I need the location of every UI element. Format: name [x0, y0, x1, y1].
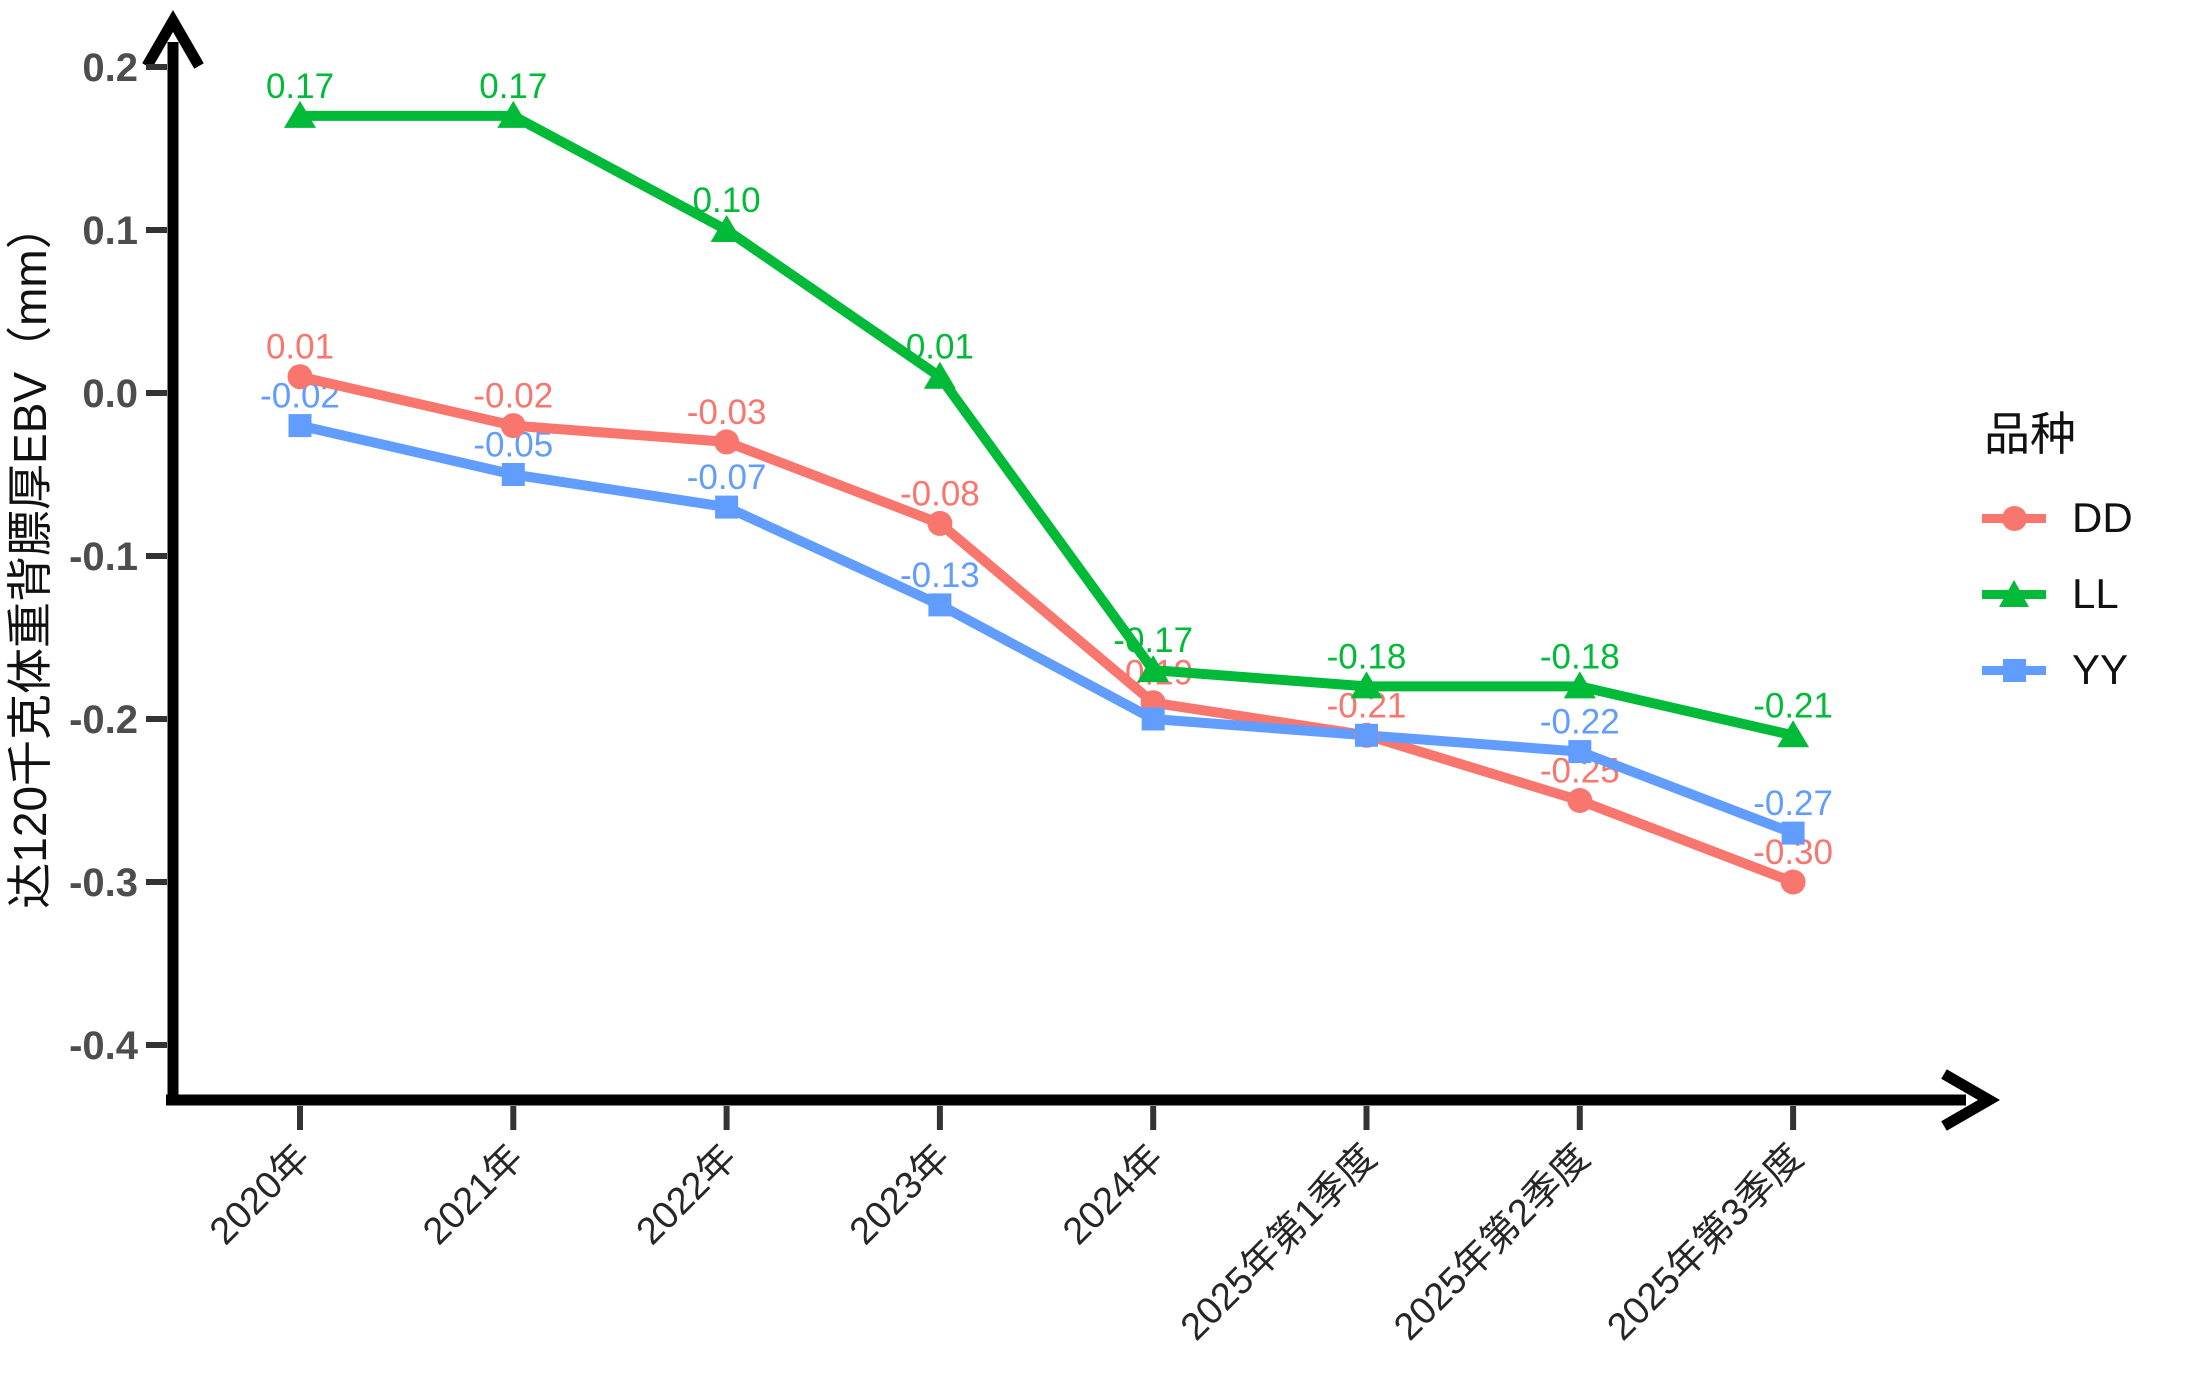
point-DD-1: [500, 413, 526, 439]
point-LL-4: [1137, 655, 1170, 683]
legend-item-ll: LL: [1982, 570, 2133, 618]
legend: 品种 DD LL YY: [1982, 398, 2133, 722]
x-tick-label: 2021年: [415, 1137, 531, 1253]
point-label-LL-1: 0.17: [479, 67, 547, 106]
point-DD-3: [927, 510, 953, 536]
point-label-DD-1: -0.02: [473, 377, 553, 416]
point-label-YY-7: -0.27: [1753, 784, 1833, 823]
x-tick-label: 2024年: [1055, 1137, 1171, 1253]
point-YY-5: [1355, 723, 1378, 747]
point-LL-0: [284, 100, 316, 128]
x-tick-label: 2025年第2季度: [1386, 1137, 1598, 1349]
square-marker-icon: [2003, 659, 2026, 682]
y-tick-label: 0.0: [82, 372, 138, 416]
legend-key-yy: [1982, 653, 2046, 687]
legend-item-label: LL: [2072, 570, 2119, 617]
point-YY-0: [288, 414, 312, 438]
point-LL-5: [1350, 671, 1383, 699]
legend-item-label: YY: [2072, 646, 2129, 693]
point-label-LL-0: 0.17: [266, 67, 334, 106]
legend-title: 品种: [1984, 408, 2076, 460]
x-tick-label: 2025年第1季度: [1173, 1137, 1385, 1349]
point-YY-4: [1141, 707, 1165, 731]
x-tick-label: 2022年: [629, 1137, 745, 1253]
y-tick-label: -0.2: [69, 698, 138, 742]
legend-item-yy: YY: [1982, 646, 2133, 694]
y-tick-label: -0.1: [69, 535, 138, 579]
legend-item-label: DD: [2072, 494, 2133, 541]
y-tick-label: 0.2: [82, 46, 138, 90]
circle-marker-icon: [2002, 506, 2027, 531]
point-label-DD-2: -0.03: [687, 393, 767, 432]
y-tick-label: 0.1: [82, 209, 138, 253]
y-axis-arrow-icon: [142, 10, 204, 69]
axes: 0.2 0.1 0.0 -0.1 -0.2 -0.3 -0.4 2020年 2021年 2022年…: [4, 10, 2000, 1349]
series-markers: [284, 100, 1810, 895]
y-tick-label: -0.3: [69, 861, 138, 905]
legend-key-ll: [1982, 577, 2046, 611]
y-axis-title: 达120千克体重背膘厚EBV（mm）: [4, 203, 56, 908]
point-label-LL-6: -0.18: [1540, 637, 1620, 676]
point-LL-2: [710, 215, 743, 242]
series-lines: [295, 110, 1799, 887]
point-YY-1: [501, 463, 525, 486]
point-LL-3: [923, 361, 956, 389]
point-DD-7: [1780, 869, 1806, 895]
x-tick-label: 2025年第3季度: [1600, 1137, 1812, 1349]
point-DD-6: [1567, 788, 1593, 813]
series-line-DD: [295, 371, 1799, 887]
point-label-YY-6: -0.22: [1540, 703, 1620, 742]
x-tick-label: 2023年: [842, 1137, 958, 1253]
series-line-YY: [295, 420, 1799, 839]
point-YY-2: [715, 495, 739, 519]
legend-item-dd: DD: [1982, 494, 2133, 542]
point-LL-7: [1777, 720, 1810, 748]
x-axis-arrow-icon: [1941, 1069, 2000, 1131]
point-DD-0: [287, 364, 313, 390]
point-label-DD-0: 0.01: [266, 328, 334, 367]
point-YY-6: [1568, 740, 1592, 764]
point-YY-7: [1781, 821, 1805, 845]
legend-key-dd: [1982, 501, 2046, 535]
point-label-LL-7: -0.21: [1753, 686, 1833, 725]
triangle-marker-icon: [1999, 580, 2029, 607]
point-label-YY-2: -0.07: [687, 458, 767, 497]
point-DD-2: [714, 429, 740, 455]
point-LL-1: [497, 100, 530, 128]
point-LL-6: [1563, 671, 1596, 699]
point-label-DD-3: -0.08: [900, 474, 980, 513]
x-tick-label: 2020年: [202, 1137, 318, 1253]
series-line-LL: [295, 110, 1799, 741]
y-tick-label: -0.4: [69, 1024, 139, 1068]
point-labels: 0.01-0.02-0.03-0.08-0.19-0.21-0.25-0.300…: [260, 67, 1833, 872]
point-YY-3: [928, 593, 952, 617]
point-label-LL-5: -0.18: [1327, 637, 1407, 676]
